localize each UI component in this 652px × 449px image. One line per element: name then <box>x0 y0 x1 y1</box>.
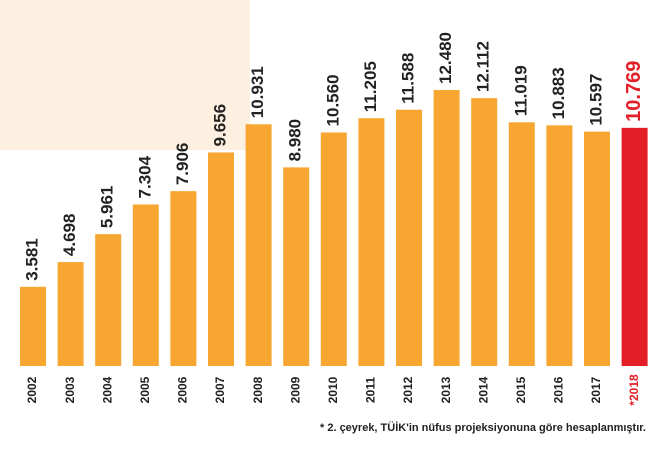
value-label: 11.588 <box>398 53 417 104</box>
bar <box>95 234 121 366</box>
bar <box>208 152 234 366</box>
bar <box>622 128 648 366</box>
value-label: 4.698 <box>60 214 79 257</box>
value-label: 12.480 <box>436 32 455 84</box>
value-label: 12.112 <box>474 41 493 92</box>
value-label: 5.961 <box>98 186 117 229</box>
x-tick-label: 2016 <box>552 376 566 403</box>
bar <box>246 124 272 366</box>
bar <box>58 262 84 366</box>
x-tick-label: 2004 <box>100 376 114 403</box>
x-tick-label: 2002 <box>25 376 39 403</box>
bar <box>358 118 384 366</box>
bar <box>584 132 610 366</box>
value-label: 11.019 <box>511 65 530 116</box>
value-label: 10.597 <box>586 74 605 126</box>
x-tick-label: *2018 <box>627 374 641 406</box>
bar <box>434 90 460 366</box>
x-tick-label: 2008 <box>251 376 265 403</box>
bar <box>133 204 159 366</box>
value-label: 3.581 <box>22 238 41 281</box>
x-tick-label: 2005 <box>138 376 152 403</box>
x-tick-label: 2012 <box>401 376 415 403</box>
value-label: 7.906 <box>173 143 192 186</box>
x-tick-label: 2010 <box>326 376 340 403</box>
bar <box>170 191 196 366</box>
x-tick-label: 2013 <box>439 376 453 403</box>
bar <box>546 125 572 366</box>
footnote: * 2. çeyrek, TÜİK'in nüfus projeksiyonun… <box>320 421 646 434</box>
x-tick-label: 2007 <box>213 376 227 403</box>
value-label: 10.560 <box>323 74 342 126</box>
bar <box>509 122 535 366</box>
bar <box>396 110 422 366</box>
value-label: 11.205 <box>361 61 380 112</box>
value-label: 9.656 <box>210 104 229 147</box>
bar <box>321 132 347 366</box>
x-tick-label: 2009 <box>288 376 302 403</box>
x-tick-label: 2006 <box>176 376 190 403</box>
bar <box>283 167 309 366</box>
x-tick-label: 2014 <box>476 376 490 403</box>
x-tick-label: 2017 <box>589 376 603 403</box>
chart: * 2. çeyrek, TÜİK'in nüfus projeksiyonun… <box>0 0 652 449</box>
value-label: 7.304 <box>135 155 154 198</box>
x-tick-label: 2011 <box>364 377 378 403</box>
x-tick-label: 2015 <box>514 376 528 403</box>
value-label: 10.883 <box>549 67 568 119</box>
value-label: 10.769 <box>623 61 645 122</box>
value-label: 10.931 <box>248 66 267 118</box>
bar <box>20 287 46 366</box>
bar <box>471 98 497 366</box>
x-tick-label: 2003 <box>63 376 77 403</box>
value-label: 8.980 <box>286 119 305 162</box>
